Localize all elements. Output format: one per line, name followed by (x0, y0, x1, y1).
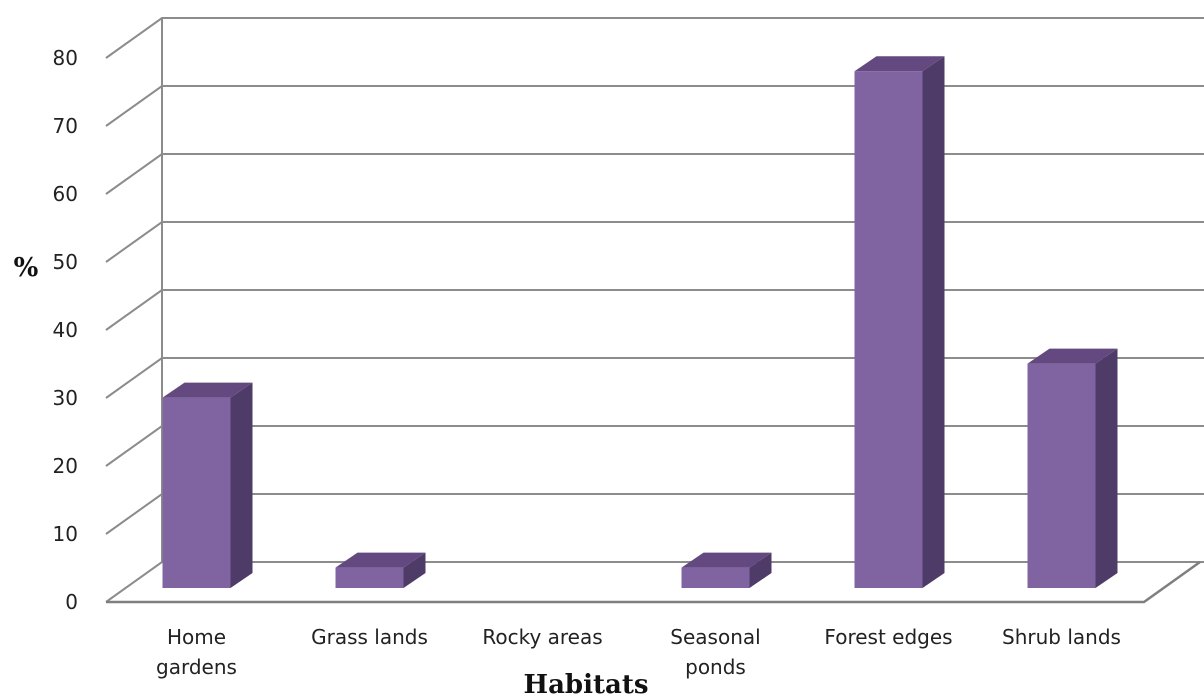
bar (1027, 348, 1118, 588)
y-tick-label: 10 (53, 522, 78, 546)
x-axis-category-labels: Home gardens Grass lands Rocky areas Seasona… (156, 625, 1121, 679)
x-category-label: Forest edges (824, 625, 952, 649)
x-category-label-line: Home (167, 625, 226, 649)
x-category-label: Shrub lands (1002, 625, 1121, 649)
y-tick-label: 40 (53, 318, 78, 342)
gridlines (105, 17, 1204, 603)
floor-edge (106, 560, 1201, 604)
bar-side (1095, 348, 1118, 588)
x-category-label: Grass lands (311, 625, 428, 649)
x-category-label: Home gardens (156, 625, 237, 679)
chart-floor (106, 560, 1201, 604)
bar-side (749, 552, 772, 588)
y-axis-title: % (14, 253, 39, 283)
bar (162, 382, 253, 588)
y-tick-label: 70 (53, 114, 78, 138)
gridline (105, 153, 1204, 195)
bar-top (681, 552, 772, 568)
bar-side (403, 552, 426, 588)
y-tick-label: 0 (65, 590, 78, 614)
bar-top (1027, 348, 1118, 364)
bar (335, 552, 426, 588)
gridline (105, 85, 1204, 127)
y-tick-label: 50 (53, 250, 78, 274)
bar (681, 552, 772, 588)
bar-top (335, 552, 426, 568)
x-category-label-line: Forest edges (824, 625, 952, 649)
x-category-label-line: gardens (156, 655, 237, 679)
y-axis-ticks: 0 10 20 30 40 50 60 70 80 (53, 46, 78, 614)
y-tick-label: 80 (53, 46, 78, 70)
bar-side (230, 382, 253, 588)
gridline (105, 289, 1204, 331)
bar (854, 56, 945, 588)
y-tick-label: 30 (53, 386, 78, 410)
x-category-label-line: Rocky areas (482, 625, 602, 649)
x-category-label-line: ponds (685, 655, 746, 679)
bar-front (335, 567, 404, 588)
x-category-label: Rocky areas (482, 625, 602, 649)
y-tick-label: 20 (53, 454, 78, 478)
gridline (105, 17, 1204, 59)
y-tick-label: 60 (53, 182, 78, 206)
bar-top (162, 382, 253, 398)
bar-front (162, 397, 231, 588)
bar-top (854, 56, 945, 72)
x-category-label-line: Shrub lands (1002, 625, 1121, 649)
bars (162, 56, 1118, 588)
x-axis-title: Habitats (524, 670, 649, 698)
x-category-label-line: Seasonal (670, 625, 760, 649)
bar-side (922, 56, 945, 588)
gridline (105, 221, 1204, 263)
x-category-label-line: Grass lands (311, 625, 428, 649)
bar-front (681, 567, 750, 588)
bar-front (854, 71, 923, 588)
x-category-label: Seasonal ponds (670, 625, 760, 679)
bar-front (1027, 363, 1096, 588)
